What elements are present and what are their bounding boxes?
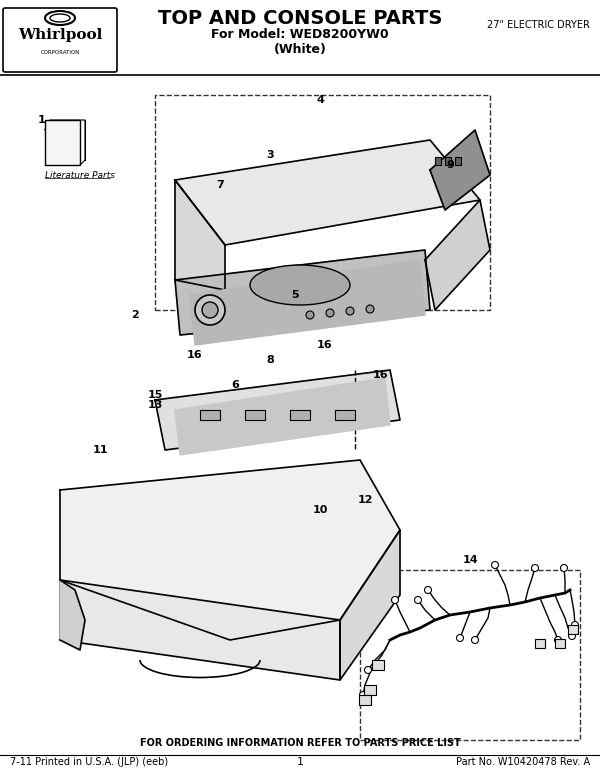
Text: 13: 13 (148, 400, 163, 410)
Text: For Model: WED8200YW0: For Model: WED8200YW0 (211, 29, 389, 41)
Polygon shape (425, 200, 490, 310)
Text: 27" ELECTRIC DRYER: 27" ELECTRIC DRYER (487, 20, 590, 30)
Polygon shape (175, 180, 225, 290)
Polygon shape (60, 460, 400, 640)
Polygon shape (155, 370, 400, 450)
Bar (359, 695, 371, 705)
Polygon shape (175, 250, 430, 335)
Text: 16: 16 (187, 350, 203, 360)
Text: Part No. W10420478 Rev. A: Part No. W10420478 Rev. A (456, 757, 590, 767)
Text: 1: 1 (296, 757, 304, 767)
Circle shape (457, 635, 464, 642)
Circle shape (202, 302, 218, 318)
Bar (364, 685, 376, 695)
Circle shape (366, 305, 374, 313)
Circle shape (554, 636, 562, 643)
Text: Whirlpool: Whirlpool (18, 28, 102, 42)
Text: 15: 15 (148, 390, 163, 400)
Circle shape (491, 562, 499, 569)
Bar (155, 95, 490, 310)
Circle shape (571, 622, 578, 629)
Text: 7: 7 (216, 180, 224, 190)
Text: 6: 6 (231, 380, 239, 390)
Circle shape (472, 636, 479, 643)
Polygon shape (430, 130, 490, 210)
Text: 2: 2 (131, 310, 139, 320)
Circle shape (415, 597, 421, 604)
Ellipse shape (250, 265, 350, 305)
Ellipse shape (45, 11, 75, 25)
Text: 10: 10 (313, 505, 328, 515)
Text: 16: 16 (317, 340, 333, 350)
Circle shape (306, 311, 314, 319)
Circle shape (425, 587, 431, 594)
Circle shape (365, 667, 371, 674)
Text: 5: 5 (291, 290, 299, 300)
Bar (245, 410, 265, 420)
Polygon shape (60, 580, 85, 650)
Polygon shape (60, 580, 340, 680)
Text: 3: 3 (266, 150, 274, 160)
Text: 8: 8 (266, 355, 274, 365)
Circle shape (560, 564, 568, 571)
Bar (555, 639, 565, 648)
Text: 1: 1 (38, 115, 46, 125)
Bar (568, 625, 578, 634)
Polygon shape (340, 530, 400, 680)
Circle shape (569, 632, 575, 639)
Text: CORPORATION: CORPORATION (40, 50, 80, 54)
Text: 12: 12 (357, 495, 373, 505)
Text: (White): (White) (274, 43, 326, 57)
Text: Literature Parts: Literature Parts (45, 171, 115, 179)
Polygon shape (175, 140, 480, 245)
Bar (435, 157, 441, 165)
Circle shape (346, 307, 354, 315)
Bar (445, 157, 451, 165)
Ellipse shape (50, 14, 70, 22)
Polygon shape (175, 378, 390, 455)
Bar (372, 660, 384, 670)
Circle shape (359, 691, 367, 698)
Bar (290, 410, 310, 420)
Bar (455, 157, 461, 165)
FancyBboxPatch shape (45, 120, 80, 165)
Circle shape (326, 309, 334, 317)
Bar (200, 410, 220, 420)
Text: 7-11 Printed in U.S.A. (JLP) (eeb): 7-11 Printed in U.S.A. (JLP) (eeb) (10, 757, 168, 767)
FancyBboxPatch shape (3, 8, 117, 72)
Polygon shape (190, 260, 425, 345)
Text: 4: 4 (316, 95, 324, 105)
Circle shape (532, 564, 539, 571)
Bar (360, 570, 580, 740)
Circle shape (392, 597, 398, 604)
Text: FOR ORDERING INFORMATION REFER TO PARTS PRICE LIST: FOR ORDERING INFORMATION REFER TO PARTS … (140, 738, 460, 748)
Text: 14: 14 (462, 555, 478, 565)
Text: 16: 16 (372, 370, 388, 380)
Text: 9: 9 (446, 160, 454, 170)
Text: TOP AND CONSOLE PARTS: TOP AND CONSOLE PARTS (158, 9, 442, 27)
Circle shape (195, 295, 225, 325)
Bar (535, 639, 545, 648)
Bar (335, 410, 355, 420)
Text: 11: 11 (92, 445, 108, 455)
